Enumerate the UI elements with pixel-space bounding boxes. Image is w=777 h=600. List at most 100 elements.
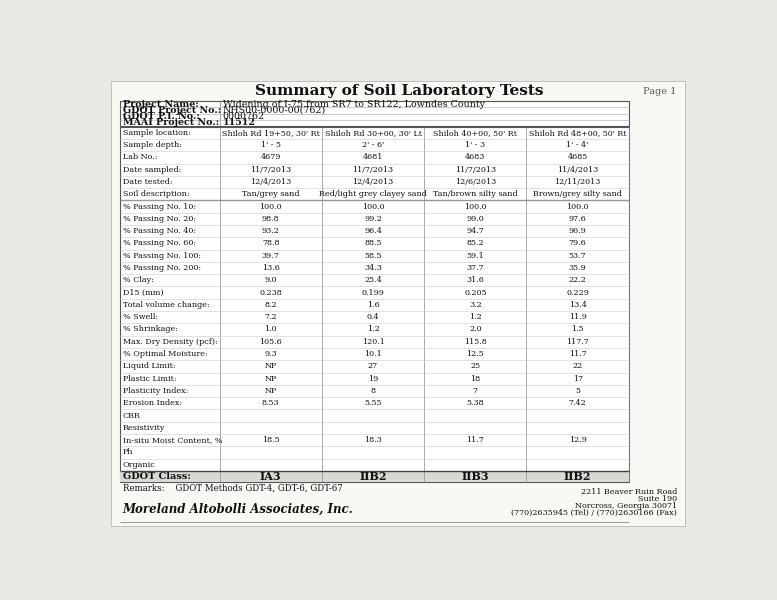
Text: % Shrinkage:: % Shrinkage: <box>123 325 178 334</box>
Bar <box>120 101 629 126</box>
Text: IIB3: IIB3 <box>462 471 490 482</box>
Text: Plasticity Index:: Plasticity Index: <box>123 387 188 395</box>
Text: IIB2: IIB2 <box>564 471 591 482</box>
Text: IA3: IA3 <box>260 471 281 482</box>
Text: Soil description:: Soil description: <box>123 190 190 198</box>
Text: 22.2: 22.2 <box>569 277 587 284</box>
Text: 4685: 4685 <box>567 154 587 161</box>
Text: 11/7/2013: 11/7/2013 <box>353 166 394 173</box>
Text: 1' - 4': 1' - 4' <box>566 141 589 149</box>
Bar <box>120 101 629 126</box>
Text: 2211 Beaver Ruin Road: 2211 Beaver Ruin Road <box>580 488 677 496</box>
Text: 4679: 4679 <box>260 154 281 161</box>
Text: 0.238: 0.238 <box>260 289 282 296</box>
Text: 13.4: 13.4 <box>569 301 587 309</box>
Text: 18.5: 18.5 <box>262 436 280 444</box>
Bar <box>120 471 629 482</box>
Text: Norcross, Georgia 30071: Norcross, Georgia 30071 <box>575 502 677 509</box>
Text: 90.9: 90.9 <box>569 227 587 235</box>
Text: 93.2: 93.2 <box>262 227 280 235</box>
Text: 4683: 4683 <box>465 154 486 161</box>
Text: 85.2: 85.2 <box>466 239 484 247</box>
Text: % Passing No. 60:: % Passing No. 60: <box>123 239 196 247</box>
Text: 5.55: 5.55 <box>364 399 382 407</box>
Text: Tan/grey sand: Tan/grey sand <box>242 190 299 198</box>
Text: 35.9: 35.9 <box>569 264 587 272</box>
Text: 1' - 5: 1' - 5 <box>261 141 280 149</box>
Text: In-situ Moist Content, %: In-situ Moist Content, % <box>123 436 222 444</box>
Text: 58.5: 58.5 <box>364 252 382 260</box>
Text: 11.7: 11.7 <box>569 350 587 358</box>
Text: % Passing No. 10:: % Passing No. 10: <box>123 203 196 211</box>
Text: 4681: 4681 <box>363 154 383 161</box>
Bar <box>120 127 629 482</box>
Text: IIB2: IIB2 <box>359 471 387 482</box>
Text: 98.8: 98.8 <box>262 215 280 223</box>
Text: % Passing No. 20:: % Passing No. 20: <box>123 215 196 223</box>
Text: 7: 7 <box>473 387 478 395</box>
Text: 7.2: 7.2 <box>264 313 277 321</box>
Text: 88.5: 88.5 <box>364 239 382 247</box>
Text: 12/4/2013: 12/4/2013 <box>353 178 394 186</box>
Text: Total volume change:: Total volume change: <box>123 301 210 309</box>
Text: % Passing No. 200:: % Passing No. 200: <box>123 264 200 272</box>
Text: Lab No.:: Lab No.: <box>123 154 157 161</box>
Text: 11.7: 11.7 <box>466 436 484 444</box>
Text: GDOT Class:: GDOT Class: <box>123 472 190 481</box>
Text: 97.6: 97.6 <box>569 215 587 223</box>
Text: 9.0: 9.0 <box>264 277 277 284</box>
Text: CBR: CBR <box>123 412 141 419</box>
Text: 7.42: 7.42 <box>569 399 587 407</box>
Text: Plastic Limit:: Plastic Limit: <box>123 374 176 383</box>
Text: 9.3: 9.3 <box>264 350 277 358</box>
Text: 120.1: 120.1 <box>361 338 385 346</box>
Text: 99.0: 99.0 <box>466 215 484 223</box>
Text: 11/4/2013: 11/4/2013 <box>557 166 598 173</box>
Text: 8.53: 8.53 <box>262 399 280 407</box>
Text: 2.0: 2.0 <box>469 325 482 334</box>
Text: Suite 190: Suite 190 <box>638 494 677 503</box>
Text: 11/7/2013: 11/7/2013 <box>455 166 496 173</box>
Text: % Clay:: % Clay: <box>123 277 154 284</box>
Text: 10.1: 10.1 <box>364 350 382 358</box>
Text: Ph: Ph <box>123 448 133 457</box>
Text: 11/7/2013: 11/7/2013 <box>250 166 291 173</box>
Text: 12.9: 12.9 <box>569 436 587 444</box>
Text: 99.2: 99.2 <box>364 215 382 223</box>
Text: 1.0: 1.0 <box>264 325 277 334</box>
Text: 1.2: 1.2 <box>469 313 482 321</box>
Text: 19: 19 <box>368 374 378 383</box>
Text: 53.7: 53.7 <box>569 252 587 260</box>
Text: 12/11/2013: 12/11/2013 <box>555 178 601 186</box>
Text: 11.9: 11.9 <box>569 313 587 321</box>
Text: 100.0: 100.0 <box>464 203 486 211</box>
Text: 5.38: 5.38 <box>466 399 484 407</box>
Text: 12/4/2013: 12/4/2013 <box>250 178 291 186</box>
Text: 1.5: 1.5 <box>571 325 584 334</box>
Text: NP: NP <box>265 387 277 395</box>
Text: 25: 25 <box>470 362 480 370</box>
Text: NP: NP <box>265 374 277 383</box>
Text: 37.7: 37.7 <box>466 264 484 272</box>
Text: (770)2635945 (Tel) / (770)2630166 (Fax): (770)2635945 (Tel) / (770)2630166 (Fax) <box>511 508 677 517</box>
Text: 1' - 3: 1' - 3 <box>465 141 486 149</box>
Text: Tan/brown silty sand: Tan/brown silty sand <box>433 190 517 198</box>
Text: 8: 8 <box>371 387 375 395</box>
Text: Red/light grey clayey sand: Red/light grey clayey sand <box>319 190 427 198</box>
Text: GDOT Project No.:: GDOT Project No.: <box>123 106 221 115</box>
Text: Organic: Organic <box>123 461 155 469</box>
Text: 94.7: 94.7 <box>466 227 484 235</box>
Text: 34.3: 34.3 <box>364 264 382 272</box>
Text: 100.0: 100.0 <box>362 203 385 211</box>
Text: Liquid Limit:: Liquid Limit: <box>123 362 176 370</box>
Text: 96.4: 96.4 <box>364 227 382 235</box>
Text: 31.6: 31.6 <box>466 277 484 284</box>
Text: 78.8: 78.8 <box>262 239 280 247</box>
Text: Sample depth:: Sample depth: <box>123 141 182 149</box>
Text: NHS00-0000-00(762): NHS00-0000-00(762) <box>223 106 326 115</box>
Text: Remarks:    GDOT Methods GDT-4, GDT-6, GDT-67: Remarks: GDOT Methods GDT-4, GDT-6, GDT-… <box>123 484 343 492</box>
Text: Shiloh Rd 30+00, 30' Lt: Shiloh Rd 30+00, 30' Lt <box>325 129 422 137</box>
Text: 0.4: 0.4 <box>367 313 379 321</box>
Text: 0000762: 0000762 <box>223 112 265 121</box>
Text: Moreland Altobolli Associates, Inc.: Moreland Altobolli Associates, Inc. <box>123 503 354 516</box>
